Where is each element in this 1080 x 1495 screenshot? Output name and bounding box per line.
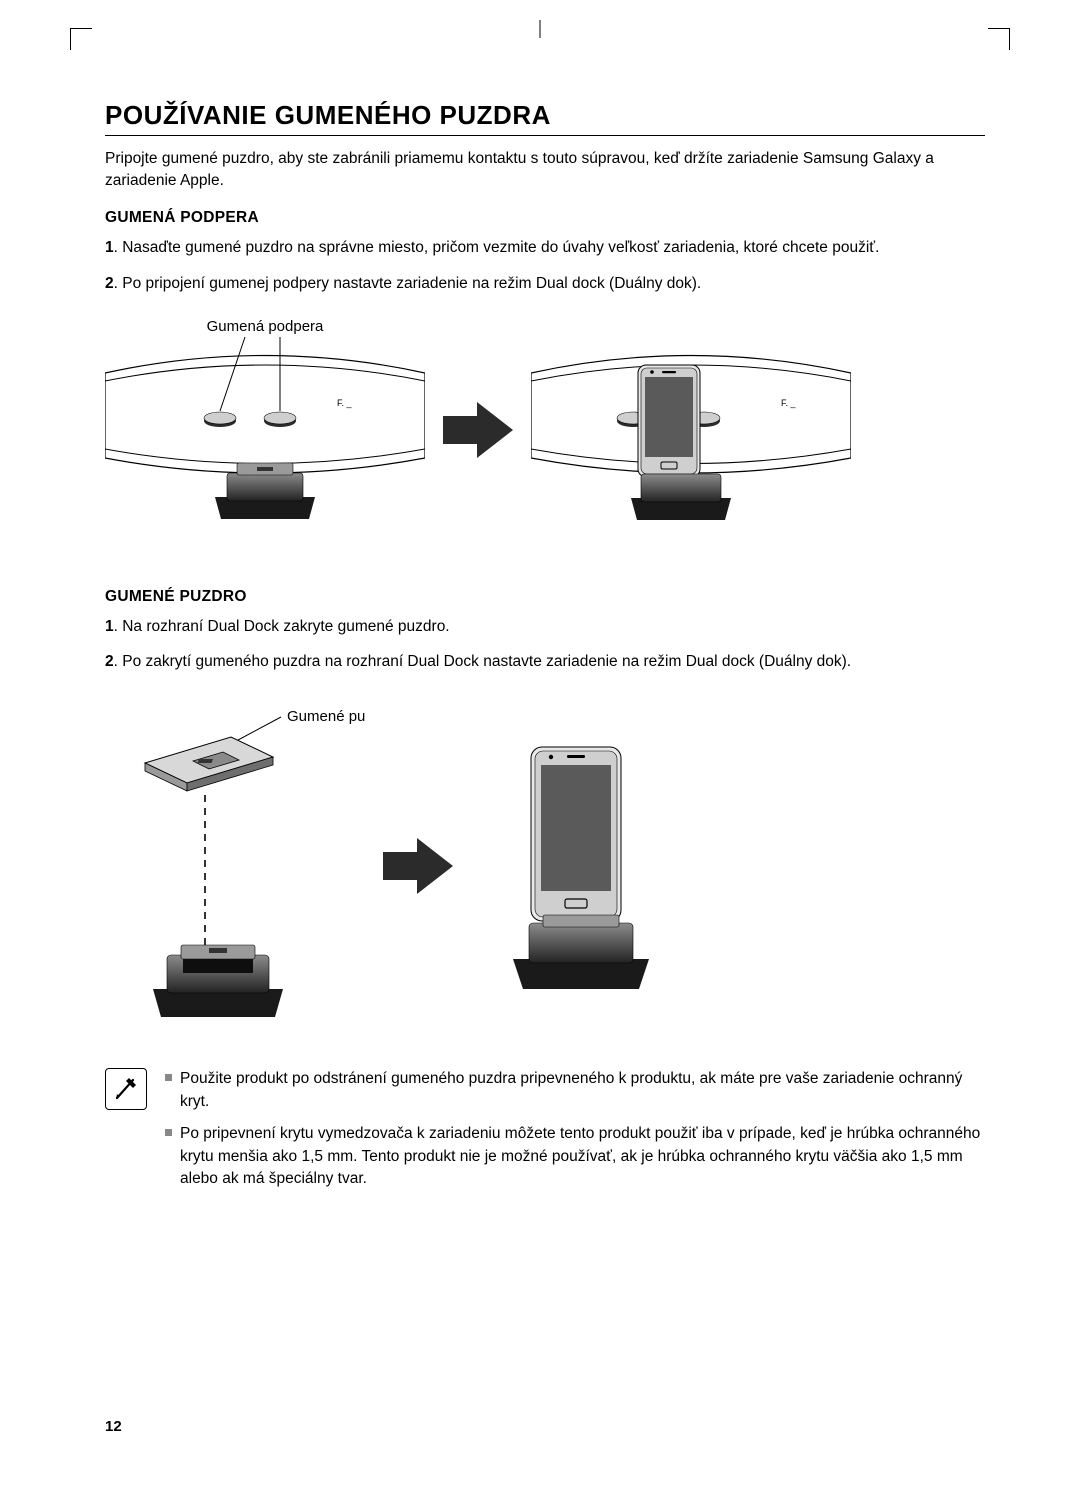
arrow-icon: [443, 400, 513, 460]
crop-mark-icon: [70, 28, 92, 50]
intro-paragraph: Pripojte gumené puzdro, aby ste zabránil…: [105, 148, 985, 191]
note-block: Použite produkt po odstránení gumeného p…: [105, 1068, 985, 1200]
note-item: Použite produkt po odstránení gumeného p…: [165, 1068, 985, 1113]
svg-text:F. _: F. _: [337, 398, 353, 408]
note-list: Použite produkt po odstránení gumeného p…: [165, 1068, 985, 1200]
arrow-icon: [383, 836, 453, 896]
section2-step2: 2. Po zakrytí gumeného puzdra na rozhran…: [105, 651, 985, 673]
crop-mark-icon: [988, 28, 1010, 50]
figure-2-right: [471, 703, 691, 1028]
section1-step1: 1. Nasaďte gumené puzdro na správne mies…: [105, 237, 985, 259]
section1-heading: GUMENÁ PODPERA: [105, 209, 985, 227]
callout-label: Gumené puzdro: [287, 708, 365, 725]
note-text: Použite produkt po odstránení gumeného p…: [180, 1068, 985, 1113]
figure-1-left: Gumená podpera F. _: [105, 313, 425, 548]
note-icon: [105, 1068, 147, 1110]
figure-row-1: Gumená podpera F. _: [105, 313, 985, 548]
page-title: POUŽÍVANIE GUMENÉHO PUZDRA: [105, 100, 985, 136]
figure-1-right: F. _: [531, 313, 851, 548]
bullet-icon: [165, 1074, 172, 1081]
note-item: Po pripevnení krytu vymedzovača k zariad…: [165, 1123, 985, 1190]
bullet-icon: [165, 1129, 172, 1136]
figure-row-2: Gumené puzdro: [105, 703, 985, 1028]
figure-2-left: Gumené puzdro: [105, 703, 365, 1028]
svg-text:F. _: F. _: [781, 398, 797, 408]
crop-mark-icon: [540, 20, 541, 38]
section1-step2: 2. Po pripojení gumenej podpery nastavte…: [105, 273, 985, 295]
section2-heading: GUMENÉ PUZDRO: [105, 588, 985, 606]
page-number: 12: [105, 1418, 122, 1435]
callout-label: Gumená podpera: [207, 318, 324, 335]
note-text: Po pripevnení krytu vymedzovača k zariad…: [180, 1123, 985, 1190]
manual-page: POUŽÍVANIE GUMENÉHO PUZDRA Pripojte gume…: [0, 0, 1080, 1495]
section2-step1: 1. Na rozhraní Dual Dock zakryte gumené …: [105, 616, 985, 638]
